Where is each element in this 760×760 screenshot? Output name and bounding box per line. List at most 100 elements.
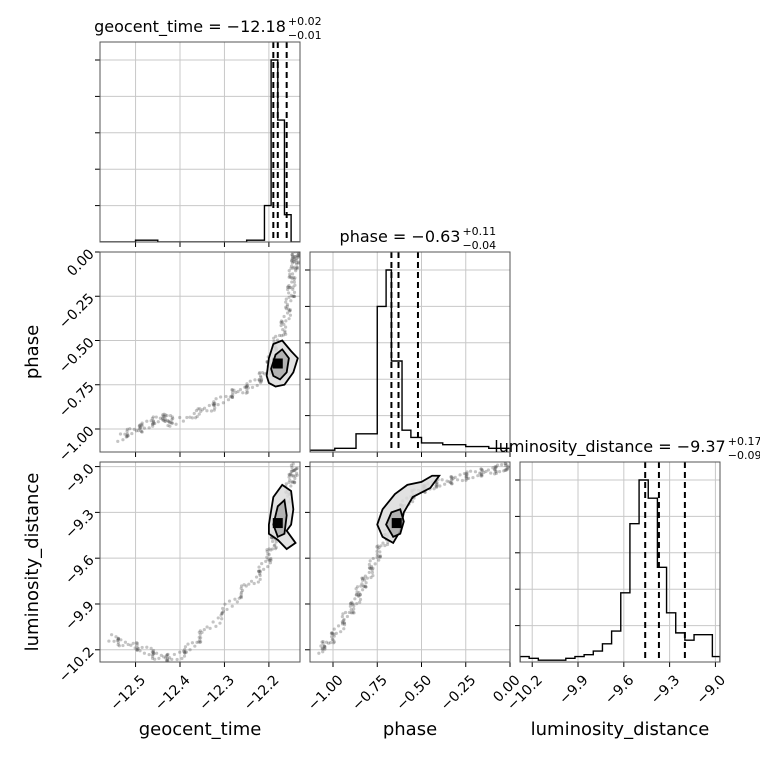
sample-point <box>165 658 169 662</box>
sample-point <box>264 559 268 563</box>
sample-point <box>162 418 166 422</box>
sample-point <box>293 468 297 472</box>
sample-point <box>151 422 155 426</box>
sample-point <box>287 475 291 479</box>
sample-point <box>464 474 469 478</box>
panel-title-phase: phase = −0.63 +0.11−0.04 <box>340 225 497 252</box>
sample-point <box>230 388 234 392</box>
sample-point <box>239 584 244 588</box>
sample-point <box>453 475 457 479</box>
scatter-luminosity_distance_vs_phase <box>317 462 510 655</box>
sample-point <box>471 475 475 480</box>
sample-point <box>226 398 231 402</box>
sample-point <box>352 611 356 615</box>
sample-point <box>370 570 375 575</box>
sample-point <box>145 419 149 423</box>
sample-point <box>160 417 164 421</box>
sample-point <box>190 416 194 420</box>
sample-point <box>329 631 334 636</box>
sample-point <box>455 478 460 482</box>
sample-point <box>290 261 294 265</box>
sample-point <box>192 411 196 416</box>
sample-point <box>219 613 223 617</box>
panel-luminosity_distance-luminosity_distance: luminosity_distance = −9.37 +0.17−0.09−10… <box>494 435 760 740</box>
sample-point <box>152 652 156 656</box>
sample-point <box>166 657 170 661</box>
sample-point <box>196 407 200 411</box>
sample-point <box>375 545 379 549</box>
sample-point <box>159 653 163 658</box>
sample-point <box>198 636 203 640</box>
sample-point <box>288 308 292 312</box>
sample-point <box>252 581 256 586</box>
sample-point <box>125 429 129 433</box>
sample-point <box>235 600 239 604</box>
sample-point <box>290 280 294 284</box>
sample-point <box>154 415 158 419</box>
panel-title-sub: −0.01 <box>288 29 322 42</box>
sample-point <box>259 375 263 379</box>
sample-point <box>363 574 368 578</box>
sample-point <box>287 309 292 313</box>
sample-point <box>504 467 508 471</box>
sample-point <box>186 642 190 646</box>
sample-point <box>137 427 142 431</box>
sample-point <box>250 385 255 389</box>
sample-point <box>287 284 291 288</box>
sample-point <box>126 642 130 647</box>
sample-point <box>130 431 134 436</box>
sample-point <box>280 320 285 324</box>
sample-point <box>323 644 327 649</box>
sample-point <box>293 467 298 471</box>
sample-point <box>135 641 139 645</box>
sample-point <box>198 632 202 637</box>
sample-point <box>156 420 160 424</box>
sample-point <box>369 564 374 569</box>
sample-point <box>290 259 294 263</box>
sample-point <box>149 419 153 423</box>
y-tick-label: −0.25 <box>56 291 98 333</box>
sample-point <box>165 653 169 657</box>
sample-point <box>116 439 120 443</box>
sample-point <box>126 434 130 438</box>
sample-point <box>351 611 355 615</box>
sample-point <box>245 384 249 388</box>
sample-point <box>435 484 439 489</box>
sample-point <box>322 644 326 648</box>
sample-point <box>274 540 278 544</box>
sample-point <box>212 403 216 407</box>
sample-point <box>200 630 204 634</box>
sample-point <box>287 269 291 273</box>
sample-point <box>317 651 321 655</box>
sample-point <box>347 610 351 615</box>
sample-point <box>123 432 127 436</box>
sample-point <box>368 559 372 563</box>
sample-point <box>295 473 299 477</box>
sample-point <box>484 469 488 474</box>
sample-point <box>280 334 284 338</box>
sample-point <box>197 630 201 634</box>
x-tick-label: −12.4 <box>152 672 194 714</box>
sample-point <box>125 432 129 436</box>
sample-point <box>291 266 295 270</box>
sample-point <box>493 468 497 472</box>
sample-point <box>284 305 288 309</box>
sample-point <box>281 333 286 337</box>
sample-point <box>334 631 338 636</box>
sample-point <box>244 385 248 389</box>
density-peak <box>272 358 283 369</box>
sample-point <box>213 403 217 407</box>
sample-point <box>291 285 295 289</box>
sample-point <box>236 389 240 394</box>
sample-point <box>282 322 286 327</box>
sample-point <box>270 539 275 543</box>
sample-point <box>292 468 296 473</box>
sample-point <box>343 610 348 615</box>
sample-point <box>355 585 360 589</box>
sample-point <box>294 258 299 262</box>
histogram-phase <box>310 269 510 452</box>
sample-point <box>494 469 498 473</box>
y-tick-label: 0.00 <box>64 246 97 279</box>
sample-point <box>505 467 509 471</box>
sample-point <box>260 370 265 375</box>
